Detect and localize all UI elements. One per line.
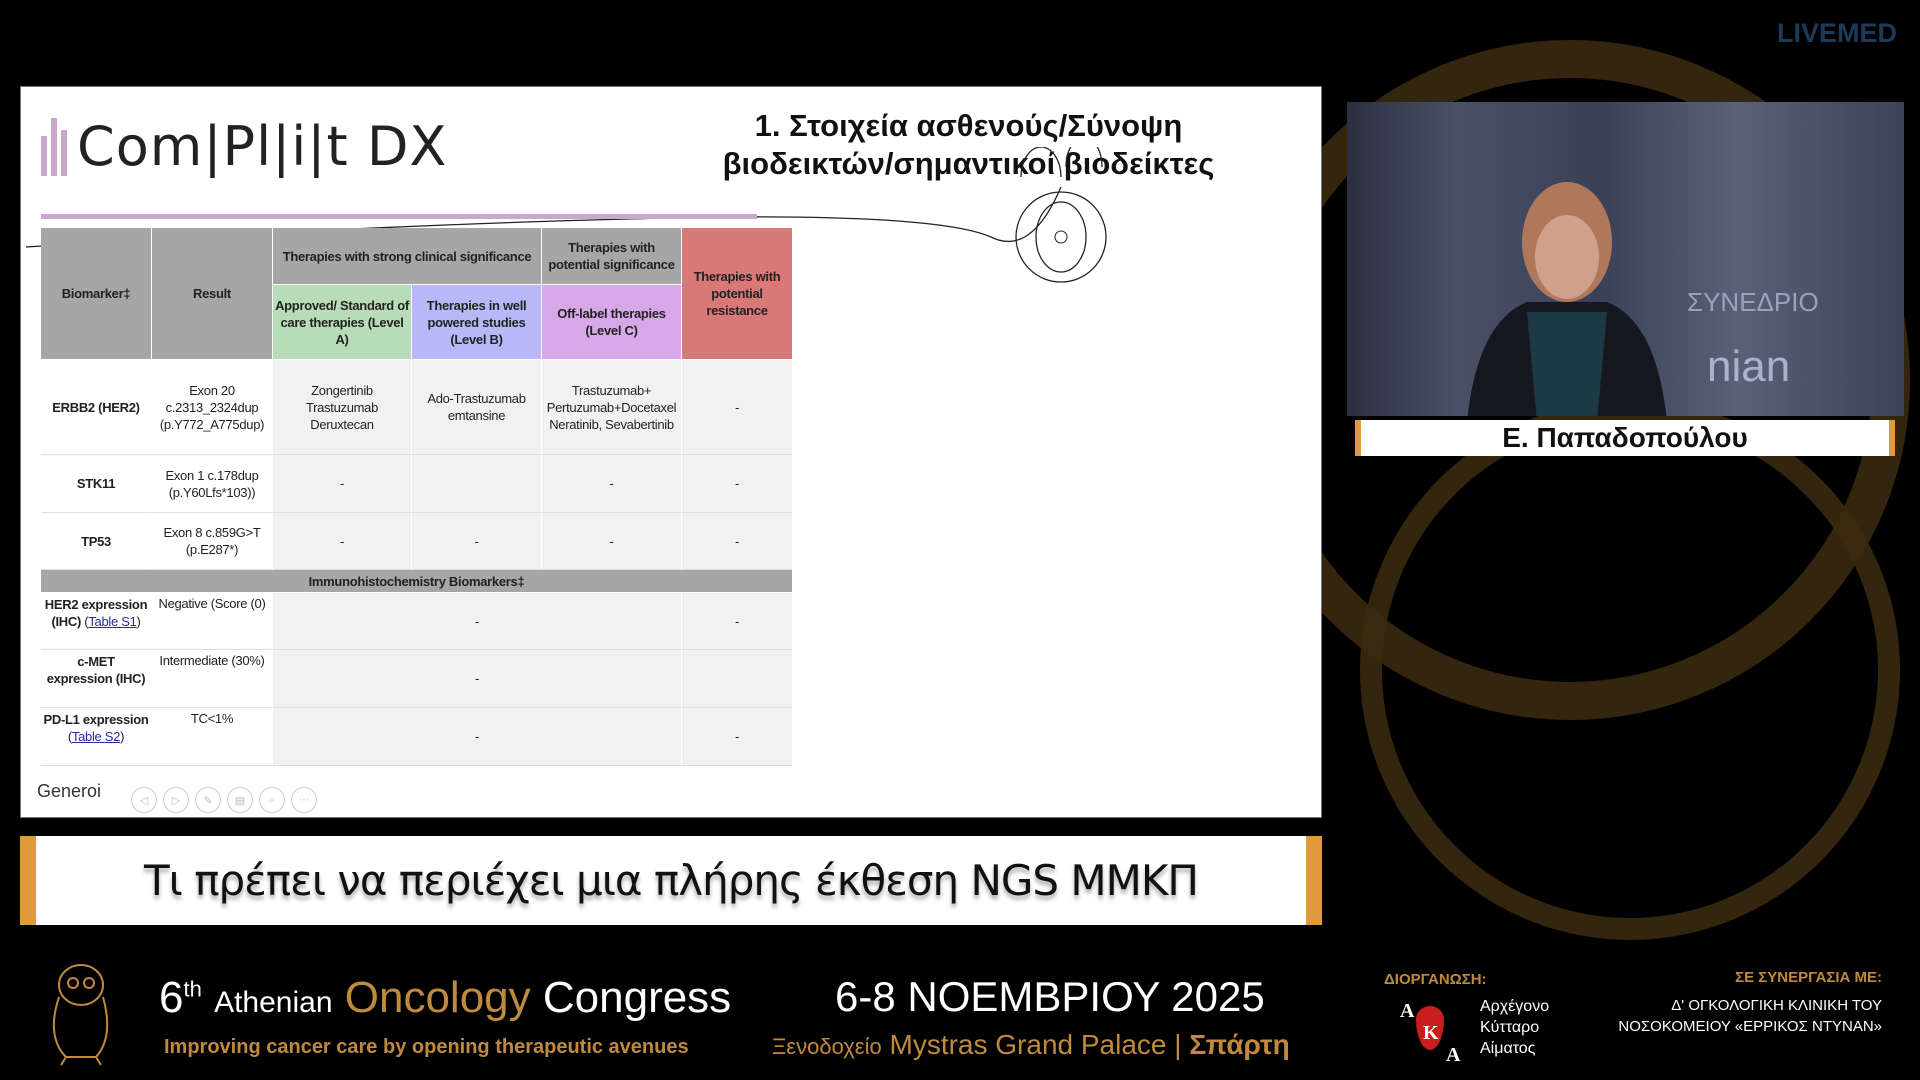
speaker-video: ΣΥΝΕΔΡΙΟ nian [1347,102,1904,416]
cell-result: Intermediate (30%) [152,650,273,708]
slide-title: 1. Στοιχεία ασθενούς/Σύνοψη βιοδεικτών/σ… [701,107,1236,183]
organizer-label: ΔΙΟΡΓΑΝΩΣΗ: [1384,971,1487,988]
cell-therapy-a: Zongertinib Trastuzumab Deruxtecan [273,360,412,455]
cell-therapy-b: Ado-Trastuzumab emtansine [412,360,542,455]
previous-icon[interactable]: ◁ [131,787,157,813]
oncology-text: Oncology [344,973,531,1022]
header-level-c: Off-label therapies (Level C) [542,285,682,360]
cell-biomarker: TP53 [41,513,152,570]
complit-dx-logo: Com|Pl|i|t DX [41,115,447,178]
logo-bars-icon [41,117,67,176]
cell-therapy: - [273,650,682,708]
purple-divider [41,214,757,219]
more-icon[interactable]: ··· [291,787,317,813]
cell-therapy: - [273,593,682,650]
cell-resistance: - [682,593,793,650]
congress-dates: 6-8 ΝΟΕΜΒΡΙΟΥ 2025 [835,973,1265,1020]
biomarker-label: HER2 expression (IHC) [44,597,148,629]
header-level-a: Approved/ Standard of care therapies (Le… [273,285,412,360]
logo-letter: Α [1446,1044,1461,1066]
cell-biomarker: HER2 expression (IHC) (Table S1) [41,593,152,650]
cell-therapy-r: - [682,360,793,455]
cell-therapy-r: - [682,455,793,513]
biomarker-label: c-MET expression (IHC) [46,654,146,686]
cell-therapy-b [412,455,542,513]
congress-footer: 6th Athenian Oncology Congress Improving… [0,943,1920,1080]
cell-result: Negative (Score (0) [152,593,273,650]
header-biomarker: Biomarker‡ [41,228,152,360]
backdrop-text: ΣΥΝΕΔΡΙΟ [1687,287,1819,317]
partner-name: ΝΟΣΟΚΟΜΕΙΟΥ «ΕΡΡΙΚΟΣ ΝΤΥΝΑΝ» [1618,1018,1882,1035]
logo-letter: Κ [1423,1022,1439,1044]
slide-title-line1: 1. Στοιχεία ασθενούς/Σύνοψη [754,108,1183,143]
zoom-icon[interactable]: ⌕ [259,787,285,813]
table-link[interactable]: Table S2 [71,729,121,744]
speaker-name-bar: Ε. Παπαδοπούλου [1355,420,1895,456]
edition-suffix: th [183,976,202,1002]
organizer-logo: Α Κ Α [1400,998,1460,1068]
cell-therapy: - [273,708,682,766]
header-strong-significance: Therapies with strong clinical significa… [273,228,542,285]
background-ornament [1360,400,1900,940]
logo-text: Com|Pl|i|t DX [77,115,448,178]
cell-result: Exon 8 c.859G>T (p.E287*) [152,513,273,570]
congress-text: Congress [542,973,732,1022]
cell-therapy-a: - [273,455,412,513]
congress-tagline: Improving cancer care by opening therape… [164,1036,689,1058]
cell-therapy-b: - [412,513,542,570]
cell-resistance: - [682,708,793,766]
edition-number: 6 [159,973,184,1022]
next-icon[interactable]: ▷ [163,787,189,813]
caption-text: Τι πρέπει να περιέχει μια πλήρης έκθεση … [143,856,1199,905]
ihc-section-header: Immunohistochemistry Biomarkers‡ [41,570,793,593]
cell-biomarker: STK11 [41,455,152,513]
logo-letter: Α [1400,1000,1415,1022]
header-level-b: Therapies in well powered studies (Level… [412,285,542,360]
slide-controls: ◁ ▷ ✎ ▤ ⌕ ··· [131,787,317,813]
cell-therapy-c: - [542,455,682,513]
header-resistance: Therapies with potential resistance [682,228,793,360]
partner-name: Δ' ΟΓΚΟΛΟΓΙΚΗ ΚΛΙΝΙΚΗ ΤΟΥ [1671,997,1882,1014]
cell-resistance [682,650,793,708]
speaker-name: Ε. Παπαδοπούλου [1502,422,1748,453]
header-potential-significance: Therapies with potential significance [542,228,682,285]
venue-city: Σπάρτη [1189,1029,1290,1060]
cell-biomarker: c-MET expression (IHC) [41,650,152,708]
session-caption: Τι πρέπει να περιέχει μια πλήρης έκθεση … [20,836,1322,925]
venue-name: Mystras Grand Palace [889,1029,1167,1060]
organizer-name: Αίματος [1480,1040,1536,1057]
cell-result: Exon 1 c.178dup (p.Y60Lfs*103)) [152,455,273,513]
livemed-watermark: LIVEMED [1777,18,1898,48]
cell-therapy-r: - [682,513,793,570]
cell-result: Exon 20 c.2313_2324dup (p.Y772_A775dup) [152,360,273,455]
biomarker-table: Biomarker‡ Result Therapies with strong … [41,228,793,766]
speaker-figure [1467,182,1667,416]
backdrop-text: nian [1707,342,1791,391]
pen-icon[interactable]: ✎ [195,787,221,813]
owl-logo-icon [52,964,109,1066]
cell-therapy-c: - [542,513,682,570]
organizer-name: Κύτταρο [1480,1019,1540,1036]
biomarker-label: PD-L1 expression [43,712,149,727]
venue-prefix: Ξενοδοχείο [772,1034,882,1059]
cell-therapy-a: - [273,513,412,570]
slide-title-line2: βιοδεικτών/σημαντικοί βιοδείκτες [722,146,1215,181]
overlay-text: Generoi [37,781,102,801]
presentation-slide: Com|Pl|i|t DX 1. Στοιχεία ασθενούς/Σύνοψ… [20,86,1322,818]
header-result: Result [152,228,273,360]
table-link[interactable]: Table S1 [88,614,137,629]
organizer-name: Αρχέγονο [1480,998,1550,1015]
cell-biomarker: ERBB2 (HER2) [41,360,152,455]
cell-result: TC<1% [152,708,273,766]
slides-icon[interactable]: ▤ [227,787,253,813]
athenian-text: Athenian [214,986,333,1019]
cell-biomarker: PD-L1 expression (Table S2) [41,708,152,766]
partner-label: ΣΕ ΣΥΝΕΡΓΑΣΙΑ ΜΕ: [1735,969,1882,986]
cell-therapy-c: Trastuzumab+ Pertuzumab+Docetaxel Nerati… [542,360,682,455]
